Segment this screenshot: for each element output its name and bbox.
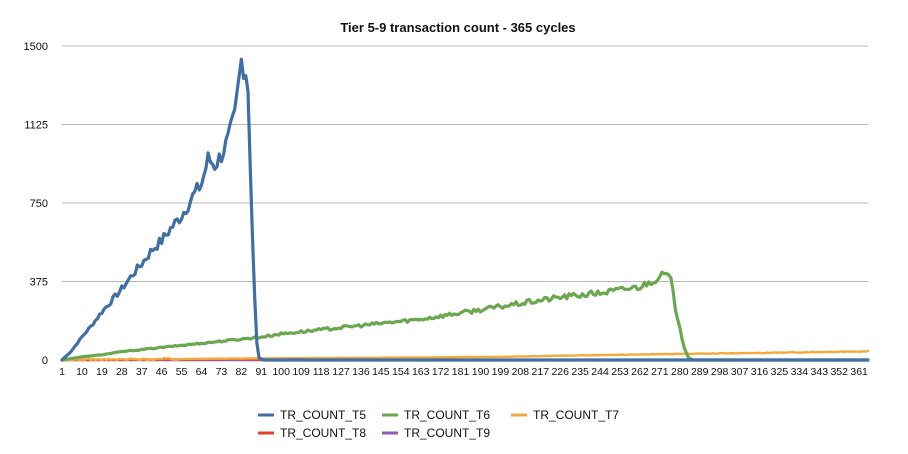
x-tick-label: 289	[691, 366, 709, 378]
x-tick-label: 361	[850, 366, 868, 378]
x-tick-label: 280	[671, 366, 689, 378]
x-tick-label: 298	[711, 366, 729, 378]
x-tick-label: 325	[771, 366, 789, 378]
x-tick-label: 163	[412, 366, 430, 378]
x-tick-label: 172	[432, 366, 450, 378]
x-tick-label: 343	[811, 366, 829, 378]
legend-label: TR_COUNT_T5	[280, 408, 366, 422]
x-tick-label: 352	[830, 366, 848, 378]
x-tick-label: 1	[59, 366, 65, 378]
series-line-tr-count-t7	[60, 349, 870, 362]
x-tick-label: 199	[492, 366, 510, 378]
x-tick-label: 82	[236, 366, 248, 378]
x-tick-label: 91	[255, 366, 267, 378]
series-line-tr-count-t5	[60, 57, 870, 362]
x-tick-label: 28	[116, 366, 128, 378]
y-tick-label: 375	[30, 277, 48, 289]
x-tick-label: 64	[196, 366, 208, 378]
x-tick-label: 244	[591, 366, 609, 378]
x-tick-label: 226	[551, 366, 569, 378]
y-tick-label: 1125	[24, 120, 48, 132]
x-tick-label: 19	[96, 366, 108, 378]
series-line-tr-count-t6	[60, 270, 870, 362]
x-tick-label: 217	[532, 366, 550, 378]
x-tick-label: 253	[611, 366, 629, 378]
x-tick-label: 100	[272, 366, 290, 378]
x-tick-label: 271	[651, 366, 669, 378]
legend: TR_COUNT_T5 TR_COUNT_T6 TR_COUNT_T7 TR_COUN…	[258, 408, 619, 440]
chart-title: Tier 5-9 transaction count - 365 cycles	[340, 20, 575, 35]
x-tick-label: 208	[512, 366, 530, 378]
x-tick-label: 154	[392, 366, 410, 378]
legend-label: TR_COUNT_T6	[404, 408, 490, 422]
x-tick-label: 262	[631, 366, 649, 378]
x-tick-label: 145	[372, 366, 390, 378]
y-axis-ticks: 0 375 750 1125 1500	[24, 41, 48, 367]
series-group	[60, 57, 870, 362]
x-tick-label: 73	[216, 366, 228, 378]
x-tick-label: 316	[751, 366, 769, 378]
legend-label: TR_COUNT_T7	[533, 408, 619, 422]
x-tick-label: 190	[472, 366, 490, 378]
x-tick-label: 181	[452, 366, 470, 378]
x-tick-label: 55	[176, 366, 188, 378]
x-tick-label: 307	[731, 366, 749, 378]
x-tick-label: 118	[313, 366, 330, 378]
x-tick-label: 109	[292, 366, 310, 378]
x-tick-label: 334	[791, 366, 809, 378]
legend-label: TR_COUNT_T8	[280, 426, 366, 440]
legend-label: TR_COUNT_T9	[404, 426, 490, 440]
y-tick-label: 750	[30, 198, 48, 210]
x-axis-ticks: 1 10 19 28 37 46 55 64 73 82 91 100 109 118 127 136 145 1…	[59, 366, 868, 378]
x-tick-label: 37	[136, 366, 148, 378]
x-tick-label: 235	[571, 366, 589, 378]
x-tick-label: 46	[156, 366, 168, 378]
x-tick-label: 10	[76, 366, 88, 378]
y-tick-label: 1500	[24, 41, 48, 53]
x-tick-label: 136	[352, 366, 370, 378]
y-tick-label: 0	[42, 355, 48, 367]
x-tick-label: 127	[332, 366, 350, 378]
grid-lines	[62, 45, 868, 361]
